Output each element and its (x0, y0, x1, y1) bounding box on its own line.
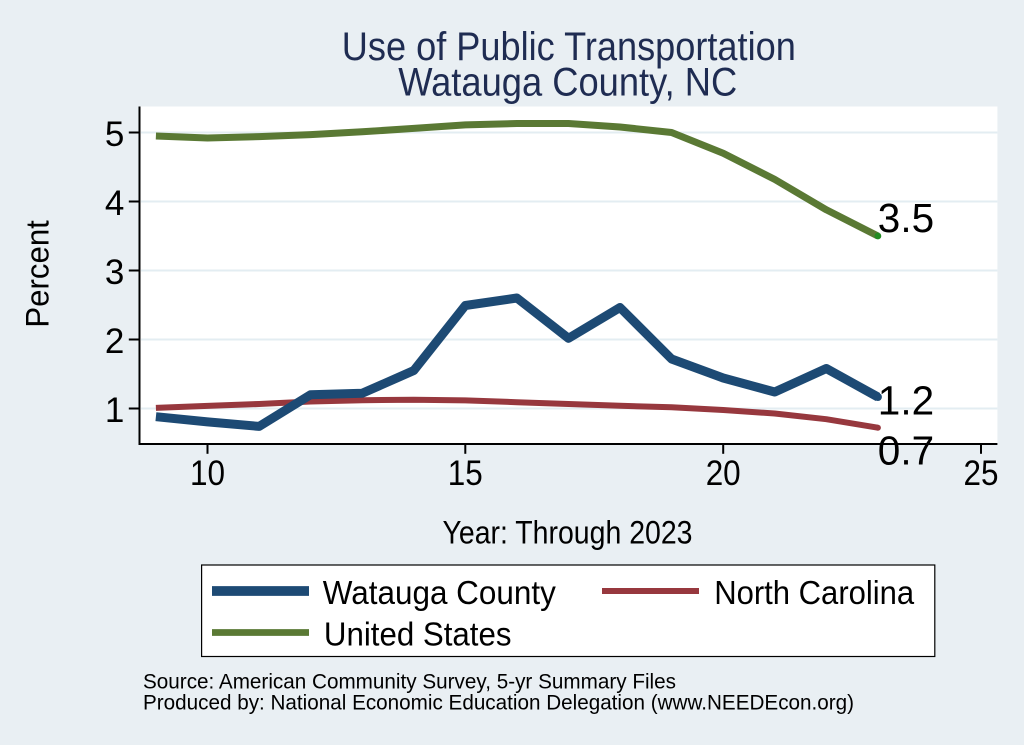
svg-text:United States: United States (324, 616, 512, 653)
svg-text:Source: American Community Sur: Source: American Community Survey, 5-yr … (143, 669, 676, 693)
svg-text:25: 25 (964, 454, 999, 493)
svg-text:3: 3 (105, 253, 124, 292)
svg-text:Year: Through 2023: Year: Through 2023 (443, 515, 693, 551)
svg-text:Watauga County, NC: Watauga County, NC (398, 61, 737, 105)
svg-text:Percent: Percent (20, 220, 56, 328)
svg-text:5: 5 (105, 115, 124, 154)
svg-text:3.5: 3.5 (878, 195, 934, 241)
svg-text:North Carolina: North Carolina (714, 574, 915, 611)
svg-text:1: 1 (105, 391, 124, 430)
svg-text:10: 10 (190, 454, 225, 493)
svg-text:Produced by: National Economic: Produced by: National Economic Education… (143, 690, 854, 714)
svg-text:0.7: 0.7 (878, 428, 934, 474)
svg-text:20: 20 (706, 454, 741, 493)
svg-text:2: 2 (105, 322, 124, 361)
svg-text:4: 4 (105, 184, 124, 223)
svg-text:1.2: 1.2 (878, 377, 934, 423)
svg-text:15: 15 (448, 454, 483, 493)
svg-text:Watauga County: Watauga County (323, 574, 556, 611)
svg-text:Use of Public Transportation: Use of Public Transportation (342, 25, 796, 69)
